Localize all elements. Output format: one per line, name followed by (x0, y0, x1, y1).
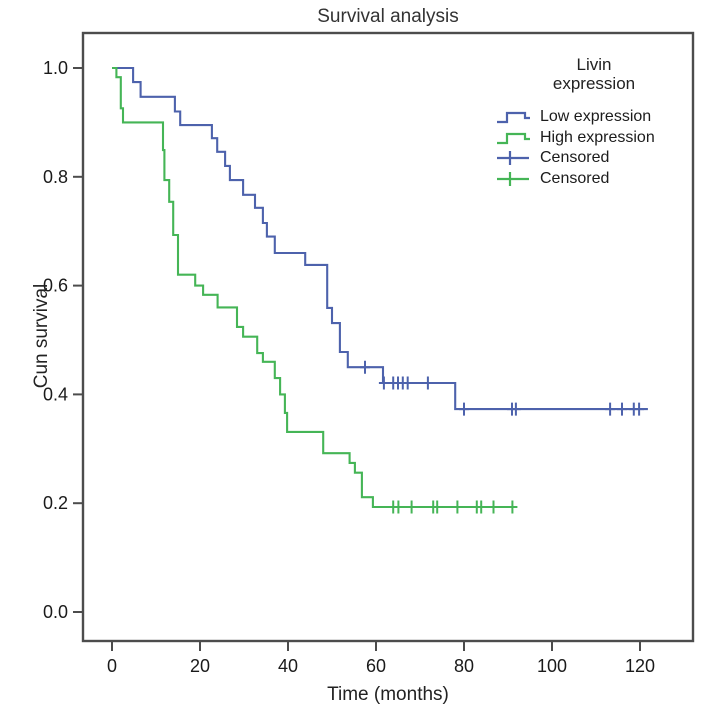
plus-censor-icon (497, 171, 529, 186)
x-tick-label: 20 (190, 656, 210, 676)
legend-item-censored-low: Censored (496, 148, 696, 169)
x-tick-label: 40 (278, 656, 298, 676)
legend-item-low-expression: Low expression (496, 107, 696, 128)
legend-label: Censored (540, 149, 610, 167)
step-curve-icon (497, 132, 530, 144)
plot-frame (81, 31, 695, 643)
y-tick-label: 0.6 (43, 276, 68, 296)
x-tick-label: 120 (625, 656, 655, 676)
plus-censor-icon (497, 151, 529, 166)
x-tick-label: 100 (537, 656, 567, 676)
y-tick-label: 0.2 (43, 493, 68, 513)
step-curve-icon (497, 112, 530, 124)
survival-curve-low (112, 66, 648, 411)
legend-label: High expression (540, 128, 655, 146)
legend-title-line2: expression (552, 74, 636, 93)
y-tick-label: 0.8 (43, 167, 68, 187)
legend-title-line1: Livin (576, 55, 612, 74)
legend: Livin expression Low expression High exp… (496, 55, 696, 189)
censor-marks-high (388, 500, 518, 514)
censor-marks-low (360, 360, 645, 416)
y-tick-label: 0.0 (43, 602, 68, 622)
x-tick-label: 80 (454, 656, 474, 676)
legend-title: Livin expression (496, 55, 692, 93)
x-tick-label: 60 (366, 656, 386, 676)
x-tick-label: 0 (107, 656, 117, 676)
legend-item-high-expression: High expression (496, 128, 696, 149)
y-tick-label: 1.0 (43, 58, 68, 78)
survival-curve-high (112, 66, 513, 509)
y-axis-label: Cun survival (31, 283, 52, 389)
legend-label: Low expression (540, 108, 652, 126)
y-tick-label: 0.4 (43, 384, 68, 404)
legend-item-censored-high: Censored (496, 169, 696, 190)
legend-items: Low expression High expression Censored … (496, 107, 696, 189)
legend-label: Censored (540, 169, 610, 187)
x-axis-label: Time (months) (327, 684, 449, 705)
chart-title: Survival analysis (317, 6, 459, 27)
